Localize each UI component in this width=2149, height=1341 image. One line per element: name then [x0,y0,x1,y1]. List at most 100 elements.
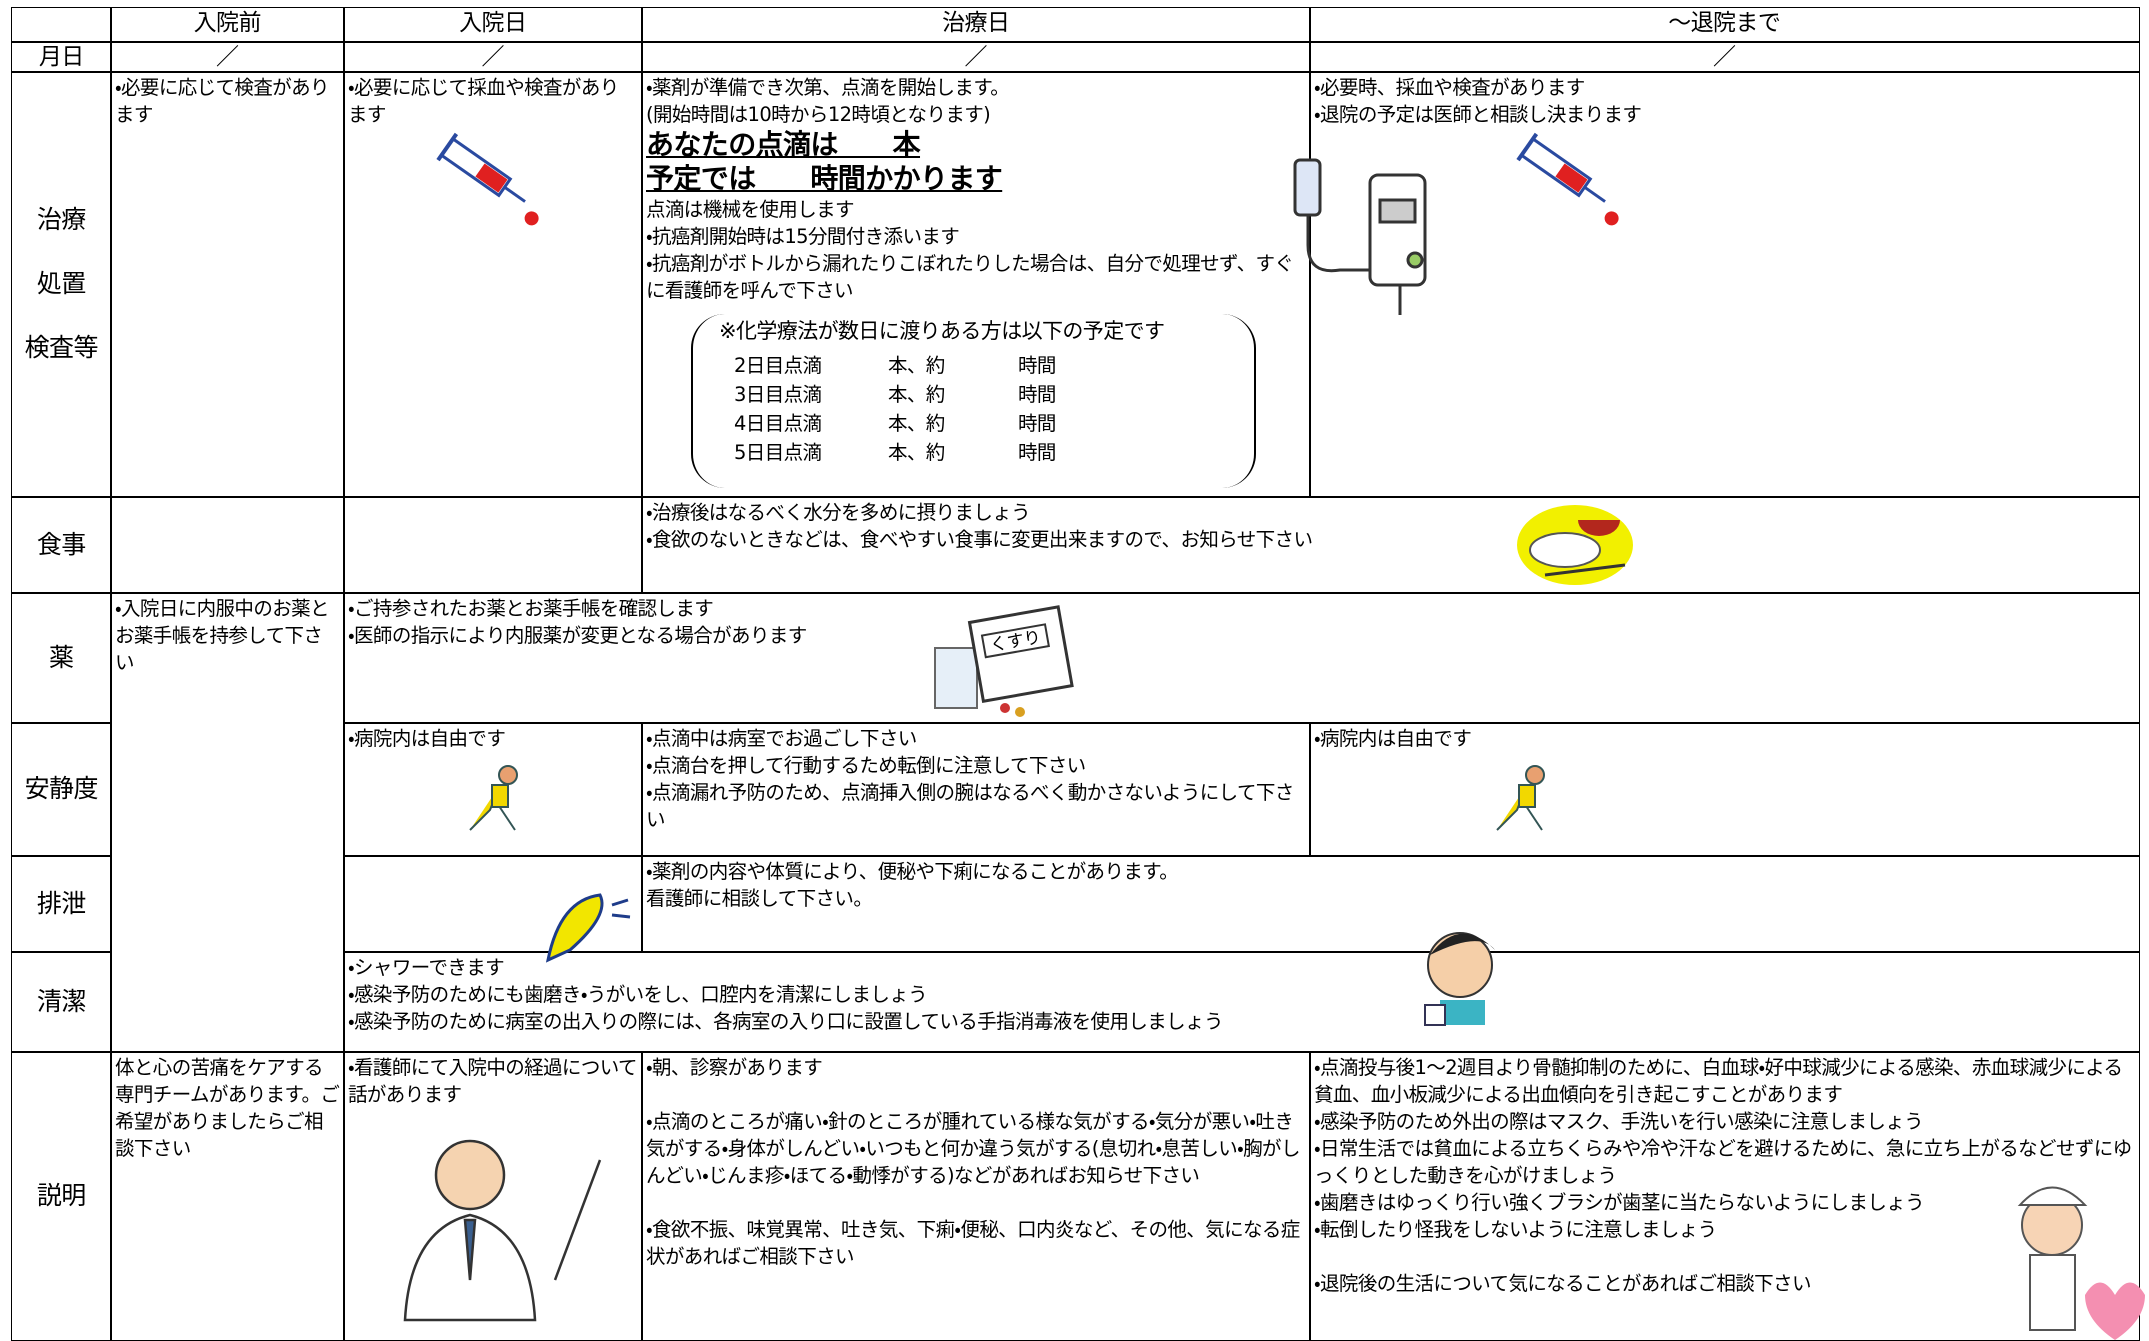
row-label: 説明 [11,1051,112,1341]
row-label: 月日 [11,41,112,73]
date-value: ／ [1713,44,1736,70]
cell: ・必要時、採血や検査があります・退院の予定は医師と相談し決まります [1309,71,2140,498]
cell-text: ・転倒したり怪我をしないように注意しましょう [1314,1218,1717,1241]
row-label: 食事 [11,496,112,594]
cell-text: ・病院内は自由です [348,727,506,750]
row-label-text: 安静度 [24,774,99,804]
cell-text: ・必要に応じて採血や検査があります [348,76,619,126]
cell-text: ・病院内は自由です [1314,727,1472,750]
row-label-text: 清潔 [36,986,86,1016]
cell-text: ・必要時、採血や検査があります [1314,76,1585,99]
schedule-box: ※化学療法が数日に渡りある方は以下の予定です 2日目点滴 本、約 時間 3日目点滴 本、約… [691,314,1256,488]
cell-text: ・点滴投与後1～2週目より骨髄抑制のために、白血球・好中球減少による感染、赤血球… [1314,1056,2123,1106]
cell-text: ・ご持参されたお薬とお薬手帳を確認します [348,597,714,620]
cell: ・ご持参されたお薬とお薬手帳を確認します ・医師の指示により内服薬が変更となる場合… [343,592,2140,724]
row-label-text: 食事 [36,529,86,559]
cell-text: (開始時間は10時から12時頃となります) [646,103,991,126]
row-label-text: 薬 [49,642,74,672]
cell: ・病院内は自由です [343,722,643,857]
cell-text: ・点滴台を押して行動するため転倒に注意して下さい [646,754,1086,777]
emphasis-text: あなたの点滴は 本 [646,128,921,161]
cell: ・点滴中は病室でお過ごし下さい・点滴台を押して行動するため転倒に注意して下さい・… [641,722,1311,857]
cell: ・薬剤の内容や体質により、便秘や下痢になることがあります。 看護師に相談して下さい… [641,855,2140,953]
schedule-text: 5日目点滴 [734,441,822,464]
cell: ・必要に応じて検査があります [110,71,345,498]
row-label-text: 排泄 [36,888,86,918]
cell-text: ・薬剤の内容や体質により、便秘や下痢になることがあります。 [646,860,1179,883]
row-label: 安静度 [11,722,112,857]
row-label: 清潔 [11,951,112,1053]
schedule-text: 3日目点滴 [734,383,822,406]
cell-text: ・日常生活では貧血による立ちくらみや冷や汗などを避けるために、急に立ち上がるなど… [1314,1137,2132,1187]
cell-text: ・感染予防のために病室の出入りの際には、各病室の入り口に設置している手指消毒液を… [348,1010,1223,1033]
schedule-text: 本、約 [888,412,945,435]
cell: ・病院内は自由です [1309,722,2140,857]
row-label-text: 説明 [36,1180,86,1210]
schedule-text: 時間 [1018,412,1056,435]
date-cell: ／ [641,41,1311,73]
date-value: ／ [964,44,988,70]
date-cell: ／ [1309,41,2140,73]
cell-text: ・退院後の生活について気になることがあればご相談下さい [1314,1272,1811,1295]
cell-text: ・必要に応じて検査があります [115,76,330,126]
cell-text: ・歯磨きはゆっくり行い強くブラシが歯茎に当たらないようにしましょう [1314,1191,1925,1214]
cell-text: ・朝、診察があります [646,1056,823,1079]
cell-text: ・看護師にて入院中の経過について話があります [348,1056,638,1106]
cell-text: ・退院の予定は医師と相談し決まります [1314,103,1642,126]
cell: ・シャワーできます・感染予防のためにも歯磨き・うがいをし、口腔内を清潔にしましょ… [343,951,2140,1053]
cell-text: ・抗癌剤開始時は15分間付き添います [646,225,960,248]
cell-text: ・点滴中は病室でお過ごし下さい [646,727,917,750]
column-title: 入院前 [193,10,262,36]
row-label: 治療 処置 検査等 [11,71,112,498]
column-header: 入院日 [343,7,643,43]
cell-text: ・点滴漏れ予防のため、点滴挿入側の腕はなるべく動かさないようにして下さい [646,781,1294,831]
column-header: ～退院まで [1309,7,2140,43]
schedule-text: 2日目点滴 [734,354,822,377]
schedule-text: 本、約 [888,441,945,464]
row-label-text: 治療 [36,205,86,235]
schedule-text: 時間 [1018,354,1056,377]
schedule-text: 時間 [1018,441,1056,464]
date-label: 月日 [38,44,84,70]
cell-text: ・食欲のないときなどは、食べやすい食事に変更出来ますので、お知らせ下さい [646,528,1313,551]
column-title: 入院日 [459,10,527,36]
date-value: ／ [216,44,239,70]
row-label-text: 検査等 [24,333,99,363]
date-value: ／ [481,44,505,70]
cell-text: ・薬剤が準備でき次第、点滴を開始します。 [646,76,1010,99]
cell-text: ・食欲不振、味覚異常、吐き気、下痢・便秘、口内炎など、その他、気になる症状があれ… [646,1218,1300,1268]
cell-text: 点滴は機械を使用します [646,198,855,221]
row-label: 薬 [11,592,112,724]
cell-text: 体と心の苦痛をケアする専門チームがあります。ご希望がありましたらご相談下さい [115,1056,340,1160]
cell-text: ・シャワーできます [348,956,505,979]
schedule-text: 本、約 [888,383,945,406]
cell-text: 看護師に相談して下さい。 [646,887,873,910]
cell: ・入院日に内服中のお薬とお薬手帳を持参して下さい [110,592,345,1053]
cell: ・治療後はなるべく水分を多めに摂りましょう・食欲のないときなどは、食べやすい食事… [641,496,2140,594]
cell: ・点滴投与後1～2週目より骨髄抑制のために、白血球・好中球減少による感染、赤血球… [1309,1051,2140,1341]
date-cell: ／ [110,41,345,73]
column-header: 治療日 [641,7,1311,43]
schedule-text: 本、約 [888,354,945,377]
cell-text: ・入院日に内服中のお薬とお薬手帳を持参して下さい [115,597,330,674]
header-corner [11,7,112,43]
date-cell: ／ [343,41,643,73]
cell [110,496,345,594]
schedule-text: 4日目点滴 [734,412,822,435]
cell [343,855,643,953]
cell: ・必要に応じて採血や検査があります [343,71,643,498]
row-label-text: 処置 [36,269,86,299]
schedule-text: 時間 [1018,383,1056,406]
emphasis-text: 予定では 時間かかります [646,162,1003,195]
cell-text: ・抗癌剤がボトルから漏れたりこぼれたりした場合は、自分で処理せず、すぐに看護師を… [646,252,1294,302]
cell: ・朝、診察があります・点滴のところが痛い・針のところが腫れている様な気がする・気… [641,1051,1311,1341]
cell: 体と心の苦痛をケアする専門チームがあります。ご希望がありましたらご相談下さい [110,1051,345,1341]
column-title: 治療日 [942,10,1010,36]
cell-text: ・感染予防のため外出の際はマスク、手洗いを行い感染に注意しましょう [1314,1110,1924,1133]
cell-text: ・点滴のところが痛い・針のところが腫れている様な気がする・気分が悪い・吐き気がす… [646,1110,1300,1187]
cell-text: ・治療後はなるべく水分を多めに摂りましょう [646,501,1031,524]
cell-text: ・感染予防のためにも歯磨き・うがいをし、口腔内を清潔にしましょう [348,983,928,1006]
column-header: 入院前 [110,7,345,43]
